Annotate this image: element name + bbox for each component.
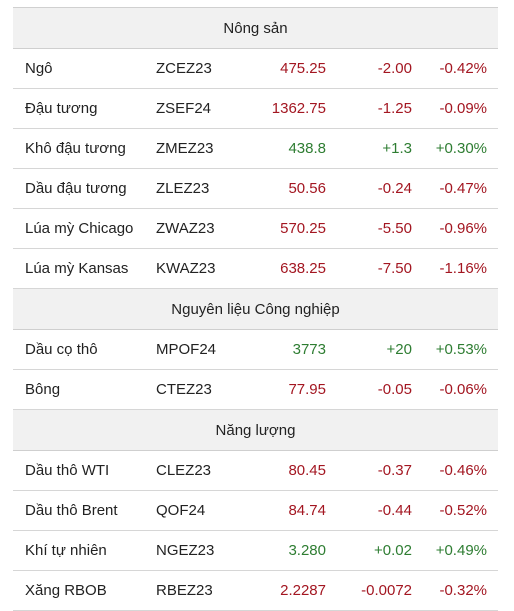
last-price: 475.25 (280, 60, 326, 77)
percent-change: -0.96% (439, 220, 487, 237)
section-header-nang-luong: Năng lượng (13, 410, 498, 451)
contract-code: RBEZ23 (156, 582, 213, 599)
price-change: +1.3 (382, 140, 412, 157)
last-price: 2.2287 (280, 582, 326, 599)
last-price: 50.56 (288, 180, 326, 197)
commodity-name: Dầu cọ thô (25, 341, 98, 358)
commodity-row: Lúa mỳ Kansas KWAZ23 638.25 -7.50 -1.16% (13, 249, 498, 289)
percent-change: -0.52% (439, 502, 487, 519)
last-price: 570.25 (280, 220, 326, 237)
commodity-name: Lúa mỳ Chicago (25, 220, 134, 237)
percent-change: -0.42% (439, 60, 487, 77)
last-price: 77.95 (288, 381, 326, 398)
price-change: -1.25 (377, 100, 412, 117)
commodity-name: Ngô (25, 60, 53, 77)
contract-code: MPOF24 (156, 341, 217, 358)
percent-change: +0.49% (435, 542, 487, 559)
percent-change: -0.47% (439, 180, 487, 197)
price-change: -0.05 (377, 381, 412, 398)
price-change: -0.37 (377, 462, 412, 479)
last-price: 1362.75 (271, 100, 326, 117)
percent-change: +0.53% (435, 341, 487, 358)
contract-code: CTEZ23 (156, 381, 212, 398)
price-change: -0.24 (377, 180, 412, 197)
contract-code: ZWAZ23 (156, 220, 215, 237)
contract-code: ZCEZ23 (156, 60, 212, 77)
commodity-name: Đậu tương (25, 100, 98, 117)
contract-code: KWAZ23 (156, 260, 216, 277)
commodity-row: Đậu tương ZSEF24 1362.75 -1.25 -0.09% (13, 89, 498, 129)
commodity-name: Lúa mỳ Kansas (25, 260, 129, 277)
price-change: -7.50 (377, 260, 412, 277)
percent-change: -0.46% (439, 462, 487, 479)
percent-change: -0.09% (439, 100, 487, 117)
commodity-row: Dầu đậu tương ZLEZ23 50.56 -0.24 -0.47% (13, 169, 498, 209)
commodity-row: Khí tự nhiên NGEZ23 3.280 +0.02 +0.49% (13, 531, 498, 571)
commodity-row: Dầu cọ thô MPOF24 3773 +20 +0.53% (13, 330, 498, 370)
contract-code: CLEZ23 (156, 462, 212, 479)
commodity-name: Bông (25, 381, 61, 398)
commodity-row: Ngô ZCEZ23 475.25 -2.00 -0.42% (13, 49, 498, 89)
commodity-row: Dầu thô WTI CLEZ23 80.45 -0.37 -0.46% (13, 451, 498, 491)
price-change: +0.02 (374, 542, 412, 559)
commodity-row: Xăng RBOB RBEZ23 2.2287 -0.0072 -0.32% (13, 571, 498, 611)
commodity-row: Bông CTEZ23 77.95 -0.05 -0.06% (13, 370, 498, 410)
percent-change: +0.30% (435, 140, 487, 157)
percent-change: -0.06% (439, 381, 487, 398)
commodity-row: Khô đậu tương ZMEZ23 438.8 +1.3 +0.30% (13, 129, 498, 169)
commodity-name: Dầu đậu tương (25, 180, 127, 197)
contract-code: QOF24 (156, 502, 206, 519)
section-header-nguyen-lieu-cong-nghiep: Nguyên liệu Công nghiệp (13, 289, 498, 330)
commodity-name: Dầu thô WTI (25, 462, 110, 479)
percent-change: -0.32% (439, 582, 487, 599)
price-change: +20 (386, 341, 412, 358)
price-change: -2.00 (377, 60, 412, 77)
last-price: 84.74 (288, 502, 326, 519)
percent-change: -1.16% (439, 260, 487, 277)
commodity-row: Dầu thô Brent QOF24 84.74 -0.44 -0.52% (13, 491, 498, 531)
last-price: 438.8 (288, 140, 326, 157)
contract-code: NGEZ23 (156, 542, 215, 559)
contract-code: ZMEZ23 (156, 140, 214, 157)
contract-code: ZLEZ23 (156, 180, 210, 197)
price-change: -0.44 (377, 502, 412, 519)
price-change: -0.0072 (361, 582, 412, 599)
commodity-name: Xăng RBOB (25, 582, 107, 599)
section-header-nong-san: Nông sản (13, 8, 498, 49)
contract-code: ZSEF24 (156, 100, 212, 117)
commodity-price-table: Nông sản Ngô ZCEZ23 475.25 -2.00 -0.42% Đậu tư… (13, 7, 498, 611)
last-price: 3.280 (288, 542, 326, 559)
commodity-name: Khí tự nhiên (25, 542, 107, 559)
commodity-row: Lúa mỳ Chicago ZWAZ23 570.25 -5.50 -0.96% (13, 209, 498, 249)
last-price: 80.45 (288, 462, 326, 479)
commodity-name: Khô đậu tương (25, 140, 126, 157)
last-price: 638.25 (280, 260, 326, 277)
last-price: 3773 (292, 341, 326, 358)
price-change: -5.50 (377, 220, 412, 237)
commodity-name: Dầu thô Brent (25, 502, 118, 519)
